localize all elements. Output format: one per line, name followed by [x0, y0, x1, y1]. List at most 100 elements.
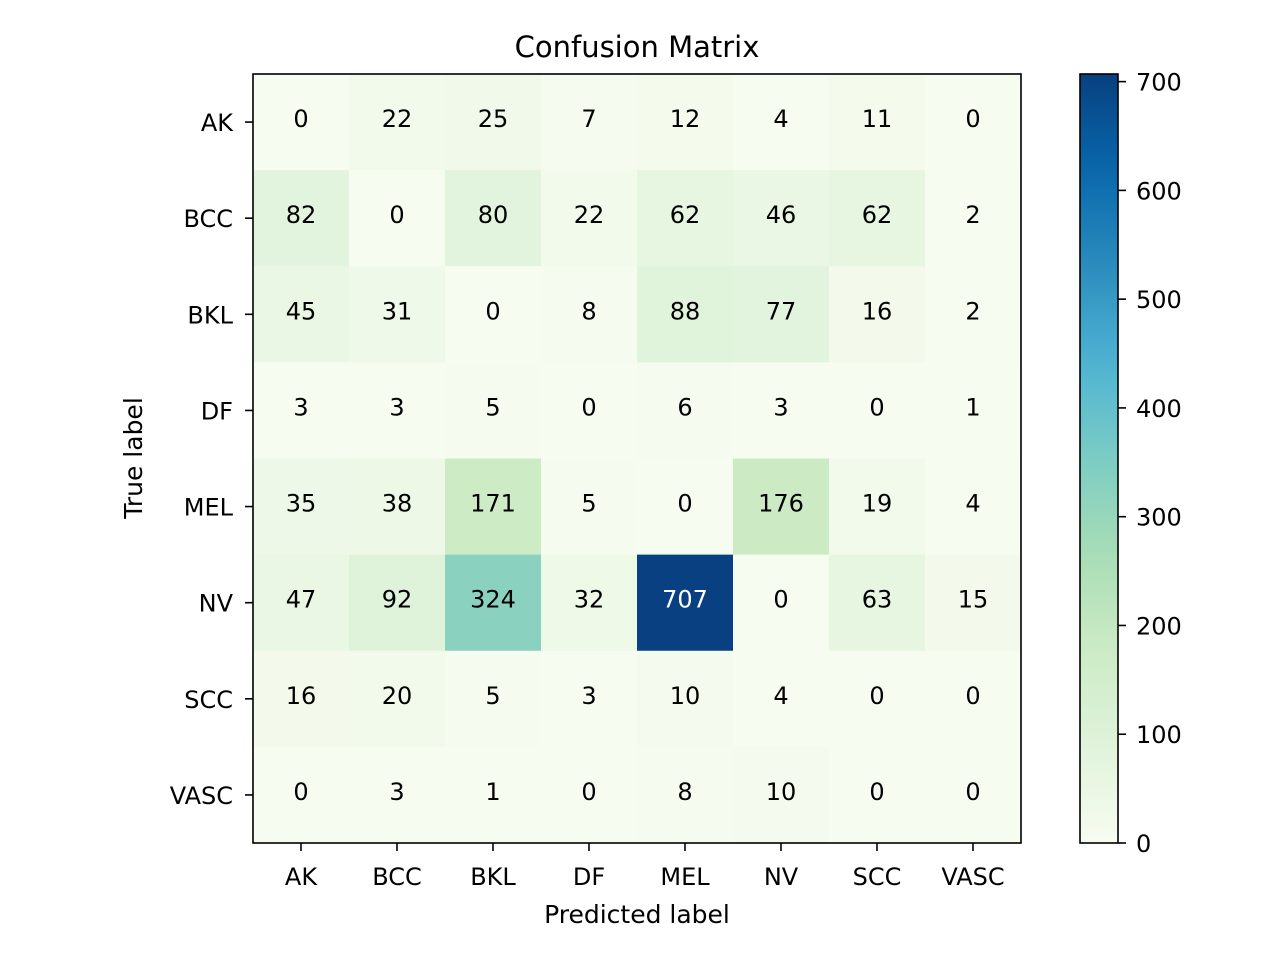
cell-value-label: 0	[581, 393, 596, 421]
cell-value-label: 3	[293, 393, 308, 421]
heatmap-cell	[637, 746, 734, 844]
y-tick-label: BKL	[187, 301, 233, 329]
heatmap-cell	[637, 650, 734, 748]
cell-value-label: 171	[470, 490, 516, 518]
heatmap-cell	[733, 266, 830, 363]
colorbar-tick-label: 700	[1136, 69, 1182, 97]
colorbar-tick-label: 200	[1136, 612, 1182, 640]
cell-value-label: 20	[382, 682, 413, 710]
cell-value-label: 32	[574, 586, 605, 614]
cell-value-label: 0	[677, 490, 692, 518]
cell-value-label: 3	[389, 778, 404, 806]
heatmap-cell	[349, 170, 446, 267]
cell-value-label: 22	[382, 105, 413, 133]
heatmap-cell	[253, 170, 350, 267]
cell-value-label: 8	[581, 297, 596, 325]
heatmap-cell	[925, 458, 1022, 556]
cell-value-label: 707	[662, 586, 708, 614]
heatmap-cell	[637, 458, 734, 556]
heatmap-cell	[829, 170, 926, 267]
heatmap-cell	[733, 650, 830, 748]
heatmap-cell	[637, 362, 734, 459]
x-tick-label: NV	[764, 863, 799, 891]
colorbar-tick-label: 0	[1136, 830, 1151, 858]
cell-value-label: 5	[485, 393, 500, 421]
cell-value-label: 324	[470, 586, 516, 614]
y-tick-label: VASC	[170, 782, 233, 810]
heatmap-cell	[541, 554, 638, 652]
heatmap-cell	[733, 362, 830, 459]
heatmap-cell	[829, 746, 926, 844]
x-tick-label: VASC	[941, 863, 1004, 891]
x-axis-ticks: AK BCC BKL DF MEL NV SCC VASC	[285, 843, 1005, 891]
heatmap-cell	[637, 74, 734, 171]
cell-value-label: 3	[773, 393, 788, 421]
heatmap-cell	[349, 554, 446, 652]
cell-value-label: 0	[965, 778, 980, 806]
cell-value-label: 3	[389, 393, 404, 421]
cell-value-label: 35	[286, 490, 317, 518]
colorbar-tick-label: 100	[1136, 721, 1182, 749]
heatmap-cell	[829, 458, 926, 556]
heatmap-cell	[445, 458, 542, 556]
heatmap-cell	[253, 458, 350, 556]
heatmap-cell	[253, 554, 350, 652]
cell-value-label: 25	[478, 105, 509, 133]
heatmap-cell	[349, 746, 446, 844]
cell-value-label: 0	[293, 778, 308, 806]
heatmap-cell	[829, 266, 926, 363]
cell-value-label: 176	[758, 490, 804, 518]
heatmap-cell	[541, 266, 638, 363]
cell-value-label: 46	[766, 201, 797, 229]
cell-value-label: 0	[965, 682, 980, 710]
colorbar-tick-label: 500	[1136, 286, 1182, 314]
heatmap-cell	[733, 746, 830, 844]
cell-value-label: 82	[286, 201, 317, 229]
colorbar	[1079, 73, 1119, 844]
heatmap-cell	[253, 266, 350, 363]
cell-value-label: 77	[766, 297, 797, 325]
cell-value-label: 80	[478, 201, 509, 229]
cell-value-label: 11	[862, 105, 893, 133]
cell-value-label: 8	[677, 778, 692, 806]
heatmap-cell	[637, 266, 734, 363]
heatmap-cell	[637, 170, 734, 267]
cell-value-label: 31	[382, 297, 413, 325]
cell-value-label: 45	[286, 297, 317, 325]
cell-value-label: 0	[965, 105, 980, 133]
cell-value-label: 5	[581, 490, 596, 518]
heatmap-cell	[925, 554, 1022, 652]
cell-value-label: 6	[677, 393, 692, 421]
heatmap-cell	[925, 650, 1022, 748]
cell-value-label: 2	[965, 297, 980, 325]
cell-value-label: 3	[581, 682, 596, 710]
y-tick-label: BCC	[183, 205, 233, 233]
cell-value-label: 0	[293, 105, 308, 133]
heatmap-cell	[829, 650, 926, 748]
heatmap-cell	[445, 746, 542, 844]
heatmap-cell	[445, 362, 542, 459]
colorbar-ticks: 0 100 200 300 400 500 600 700	[1118, 69, 1182, 858]
cell-value-label: 47	[286, 586, 317, 614]
heatmap-cell	[541, 458, 638, 556]
y-axis-label: True label	[119, 397, 148, 520]
cell-value-label: 22	[574, 201, 605, 229]
heatmap-cell	[253, 650, 350, 748]
colorbar-tick-label: 400	[1136, 395, 1182, 423]
cell-value-label: 0	[773, 586, 788, 614]
heatmap-cell	[445, 170, 542, 267]
heatmap-cell	[541, 170, 638, 267]
colorbar-tick-label: 600	[1136, 177, 1182, 205]
y-tick-label: SCC	[184, 686, 233, 714]
heatmap-cell	[541, 746, 638, 844]
heatmap-cell	[733, 554, 830, 652]
heatmap-cell	[349, 650, 446, 748]
cell-value-label: 92	[382, 586, 413, 614]
cell-value-label: 1	[965, 393, 980, 421]
heatmap-cell	[925, 362, 1022, 459]
y-tick-label: DF	[201, 397, 233, 425]
x-tick-label: BCC	[372, 863, 422, 891]
x-tick-label: MEL	[660, 863, 710, 891]
x-tick-label: DF	[573, 863, 605, 891]
